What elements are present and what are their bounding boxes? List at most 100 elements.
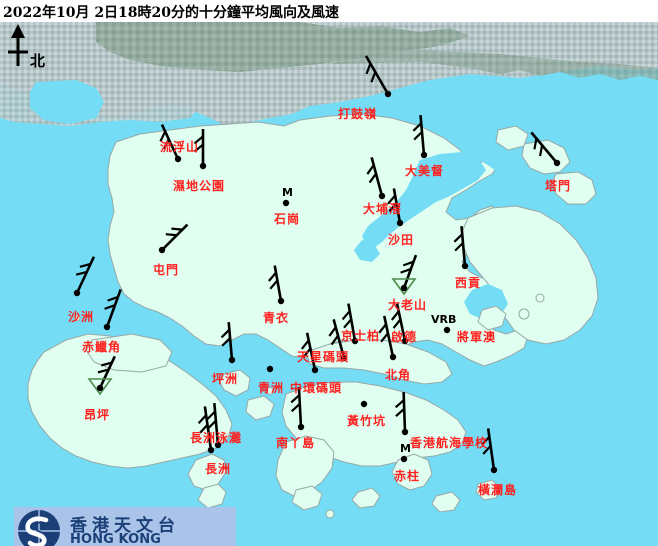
wind-barb-feather xyxy=(392,318,402,329)
wind-barb-feather xyxy=(207,419,217,430)
station-marker[interactable] xyxy=(387,188,404,227)
logo-name-en: HONG KONG OBSERVATORY xyxy=(70,532,161,546)
station-dot xyxy=(214,441,222,449)
wind-barb-feather xyxy=(390,310,400,321)
station-marker[interactable] xyxy=(220,322,236,364)
wind-barb-feather xyxy=(100,361,113,367)
wind-barb-shaft xyxy=(402,254,418,289)
wind-barb-feather xyxy=(482,445,492,455)
logo-name-cn: 香港天文台 xyxy=(70,516,180,536)
wind-barb-feather xyxy=(365,63,372,75)
station-marker[interactable] xyxy=(268,265,285,305)
station-marker[interactable] xyxy=(193,129,207,170)
station-marker[interactable] xyxy=(266,365,274,373)
north-arrow-icon xyxy=(8,24,28,66)
station-dot xyxy=(266,365,274,373)
station-dot xyxy=(199,162,207,170)
station-marker[interactable] xyxy=(394,391,409,436)
station-label: 北角 xyxy=(385,368,412,382)
station-label: 將軍澳 xyxy=(457,330,497,344)
wind-barb-feather xyxy=(165,233,177,237)
wind-barb-feather xyxy=(199,423,209,434)
station-marker[interactable] xyxy=(300,332,319,374)
station-marker[interactable] xyxy=(443,326,451,334)
map-canvas[interactable]: 北 打鼓嶺 流浮山 濕地公園 大美督 塔門 石崗 M 大埔滘 沙田 屯門 西貢 大老山 沙洲 青衣 赤鱲角 京… xyxy=(0,22,658,546)
map-graphics xyxy=(0,22,658,546)
station-label: 濕地公園 xyxy=(173,179,226,193)
station-marker[interactable] xyxy=(530,131,561,167)
station-dot xyxy=(73,289,81,297)
wind-barb-feather xyxy=(453,233,463,243)
station-dot xyxy=(400,455,408,463)
wind-barb-feather xyxy=(533,138,538,150)
station-marker[interactable] xyxy=(341,303,359,345)
peng-chau-island xyxy=(219,369,275,421)
station-marker[interactable] xyxy=(360,400,368,408)
station-marker[interactable] xyxy=(364,55,392,98)
wind-barb-shaft xyxy=(486,428,496,471)
station-label: 青洲 xyxy=(258,381,285,395)
wind-barb-feather xyxy=(220,328,231,339)
wind-barb-feather xyxy=(368,172,377,184)
station-dot xyxy=(103,323,111,331)
peak-station-triangle xyxy=(87,378,113,396)
station-dot xyxy=(378,192,386,200)
wind-barb-feather xyxy=(221,337,231,347)
station-dot xyxy=(340,354,348,362)
wind-barb-feather xyxy=(193,143,204,153)
station-marker[interactable] xyxy=(453,226,469,270)
wind-barb-feather xyxy=(343,318,353,329)
wind-barb-feather xyxy=(395,407,405,417)
wind-barb-feather xyxy=(290,403,301,413)
station-marker[interactable] xyxy=(158,223,189,254)
station-dot xyxy=(228,356,236,364)
station-marker[interactable] xyxy=(328,319,348,362)
wind-barb-feather xyxy=(206,410,216,421)
station-marker[interactable] xyxy=(391,254,418,296)
station-dot xyxy=(311,366,319,374)
station-dot xyxy=(553,159,561,167)
station-marker[interactable] xyxy=(87,355,116,396)
wind-barb-feather xyxy=(104,304,116,310)
station-marker[interactable] xyxy=(290,386,305,431)
station-marker[interactable] xyxy=(400,455,408,463)
station-dot xyxy=(396,219,404,227)
wind-barb-feather xyxy=(197,414,207,425)
wind-barb-feather xyxy=(97,368,109,374)
station-marker[interactable] xyxy=(197,406,215,454)
station-label: 青衣 xyxy=(263,311,290,325)
station-marker[interactable] xyxy=(282,199,290,207)
station-marker[interactable] xyxy=(159,124,182,163)
wind-barb-shaft xyxy=(332,319,346,359)
tolo-harbour xyxy=(354,152,486,262)
station-label: 赤柱 xyxy=(394,469,421,483)
station-label: 黃竹坑 xyxy=(347,414,387,428)
north-label: 北 xyxy=(30,52,46,70)
station-label: 橫瀾島 xyxy=(478,483,518,497)
wind-barb-shaft xyxy=(382,315,395,358)
station-marker[interactable] xyxy=(412,115,428,159)
station-marker[interactable] xyxy=(366,157,386,200)
station-marker[interactable] xyxy=(73,256,96,297)
wind-barb-shaft xyxy=(161,223,189,251)
wind-barb-feather xyxy=(290,394,301,404)
station-label: 赤鱲角 xyxy=(82,340,122,354)
wind-barb-feather xyxy=(107,295,119,302)
station-marker[interactable] xyxy=(378,315,397,361)
wind-barb-shaft xyxy=(305,332,317,371)
station-marker[interactable] xyxy=(206,403,222,449)
station-label: 西貢 xyxy=(455,276,482,290)
wind-barb-shaft xyxy=(419,115,426,156)
station-marker[interactable] xyxy=(103,288,122,331)
wind-barb-feather xyxy=(75,270,88,276)
station-marker[interactable] xyxy=(481,428,498,474)
lantau-island xyxy=(27,314,233,469)
wind-barb-shaft xyxy=(227,322,234,361)
station-label: 大老山 xyxy=(388,298,428,312)
station-dot xyxy=(461,262,469,270)
station-marker[interactable] xyxy=(390,303,409,345)
station-label: 啟德 xyxy=(391,330,418,344)
station-dot xyxy=(96,384,104,392)
wind-barb-shaft xyxy=(395,303,407,342)
